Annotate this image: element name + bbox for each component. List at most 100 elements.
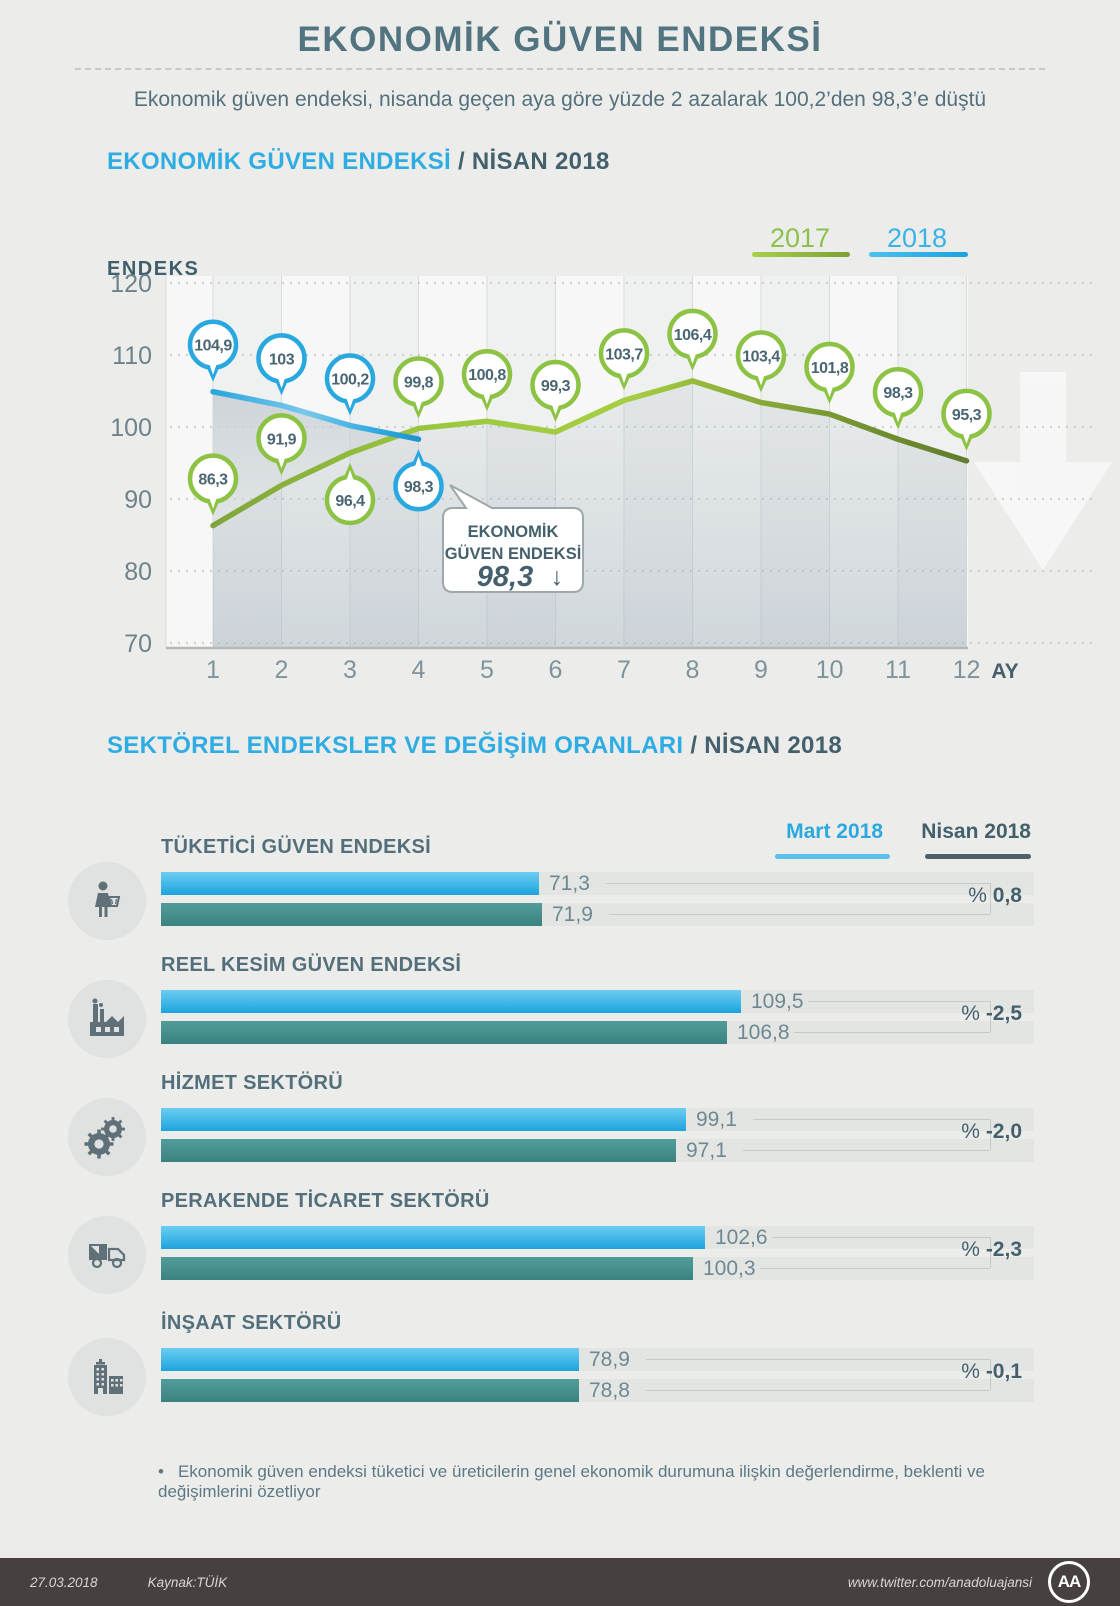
page-subtitle: Ekonomik güven endeksi, nisanda geçen ay… [133, 88, 987, 111]
x-tick-label: 11 [885, 656, 911, 684]
bar-mart [161, 1108, 686, 1131]
svg-text:98,3: 98,3 [404, 479, 434, 496]
data-bubble: 100,2 [324, 353, 376, 416]
bar-track-nisan: 106,8 [161, 1021, 1034, 1044]
data-bubble: 95,3 [941, 388, 992, 451]
data-bubble: 103,4 [735, 330, 787, 393]
bar-track-nisan: 78,8 [161, 1379, 1034, 1402]
bar-nisan [161, 1139, 676, 1162]
area-under-2017 [213, 380, 967, 648]
sector-section-title-highlight: SEKTÖREL ENDEKSLER VE DEĞİŞİM ORANLARI [107, 732, 684, 759]
down-arrow-watermark [974, 372, 1112, 570]
bar-mart [161, 1226, 705, 1249]
y-axis-title: ENDEKS [107, 258, 199, 280]
gears-icon [68, 1098, 146, 1176]
x-tick-label: 5 [480, 656, 494, 684]
bar-mart [161, 872, 539, 895]
x-tick-label: 6 [549, 656, 563, 684]
change-percent: % -2,0 [961, 1120, 1022, 1143]
factory-icon [68, 980, 146, 1058]
footer-bar: 27.03.2018 Kaynak:TÜİK www.twitter.com/a… [0, 1558, 1120, 1606]
sector-row: PERAKENDE TİCARET SEKTÖRÜ 102,6 100,3 % … [0, 1190, 1120, 1302]
sector-row: HİZMET SEKTÖRÜ 99,1 97,1 % -2,0 [0, 1072, 1120, 1184]
data-bubble: 106,4 [667, 308, 718, 371]
svg-text:103,4: 103,4 [742, 349, 780, 366]
sector-section-title: SEKTÖREL ENDEKSLER VE DEĞİŞİM ORANLARI /… [107, 732, 842, 760]
bar-nisan [161, 1021, 727, 1044]
sector-row: İNŞAAT SEKTÖRÜ 78,9 78,8 % -0,1 [0, 1312, 1120, 1424]
bar-track-nisan: 71,9 [161, 903, 1034, 926]
bar-track-nisan: 97,1 [161, 1139, 1034, 1162]
bar-value-mart: 71,3 [549, 872, 590, 895]
svg-text:103: 103 [269, 351, 295, 368]
x-tick-label: 4 [412, 656, 426, 684]
chart-section-title: EKONOMİK GÜVEN ENDEKSİ / NİSAN 2018 [107, 148, 610, 176]
buildings-icon [68, 1338, 146, 1416]
data-bubble: 99,8 [393, 356, 444, 419]
sector-label: TÜKETİCİ GÜVEN ENDEKSİ [161, 836, 431, 858]
svg-text:GÜVEN ENDEKSİ: GÜVEN ENDEKSİ [445, 544, 582, 563]
legend-nisan-2018: Nisan 2018 [921, 820, 1031, 843]
bar-mart [161, 1348, 579, 1371]
svg-text:EKONOMİK: EKONOMİK [468, 523, 559, 541]
change-percent: % -2,3 [961, 1238, 1022, 1261]
footnote: • Ekonomik güven endeksi tüketici ve üret… [158, 1462, 1058, 1502]
change-percent: % -2,5 [961, 1002, 1022, 1025]
data-bubble: 103,7 [598, 328, 650, 391]
svg-text:98,3: 98,3 [477, 561, 533, 593]
svg-text:2017: 2017 [770, 223, 830, 253]
change-percent: % -0,1 [961, 1360, 1022, 1383]
x-tick-label: 1 [206, 656, 220, 684]
x-tick-label: 7 [617, 656, 631, 684]
svg-text:100,8: 100,8 [468, 367, 506, 384]
data-bubble: 86,3 [187, 453, 239, 516]
bar-track-mart: 71,3 [161, 872, 1034, 895]
bar-value-mart: 99,1 [696, 1108, 737, 1131]
y-tick-label: 90 [124, 486, 152, 514]
series-2017-line [210, 378, 970, 529]
consumer-icon [68, 862, 146, 940]
sector-label: PERAKENDE TİCARET SEKTÖRÜ [161, 1190, 490, 1212]
sector-section-title-rest: / NİSAN 2018 [683, 732, 842, 759]
svg-text:2018: 2018 [887, 223, 947, 253]
data-bubble: 99,3 [530, 359, 581, 423]
truck-icon [68, 1216, 146, 1294]
data-bubble: 104,9 [187, 319, 239, 382]
line-chart: 86,3 91,9 96,4 99,8 100,8 99,3 103,7 106,4 103,4… [107, 223, 1112, 684]
svg-text:91,9: 91,9 [267, 431, 297, 448]
footer-twitter-url: www.twitter.com/anadoluajansi [847, 1574, 1032, 1590]
bar-value-mart: 78,9 [589, 1348, 630, 1371]
x-tick-label: 8 [686, 656, 700, 684]
svg-text:↓: ↓ [551, 563, 564, 591]
x-tick-label: 9 [754, 656, 768, 684]
svg-text:95,3: 95,3 [952, 407, 982, 424]
bar-mart [161, 990, 741, 1013]
x-tick-label: 10 [816, 656, 844, 684]
bar-nisan [161, 903, 542, 926]
svg-text:101,8: 101,8 [811, 360, 849, 377]
footer-date: 27.03.2018 [30, 1574, 98, 1590]
bar-value-mart: 109,5 [751, 990, 804, 1013]
bar-value-nisan: 71,9 [552, 903, 593, 926]
y-tick-label: 80 [124, 558, 152, 586]
anadolu-agency-logo: AA [1048, 1561, 1090, 1603]
sector-label: HİZMET SEKTÖRÜ [161, 1072, 343, 1094]
svg-text:103,7: 103,7 [605, 346, 643, 363]
data-bubble: 96,4 [324, 462, 376, 526]
data-bubble: 101,8 [804, 341, 855, 405]
bar-value-nisan: 100,3 [703, 1257, 756, 1280]
sector-label: REEL KESİM GÜVEN ENDEKSİ [161, 954, 462, 976]
y-tick-label: 100 [110, 414, 152, 442]
bar-track-mart: 78,9 [161, 1348, 1034, 1371]
legend-mart-underline [775, 854, 890, 859]
bar-track-nisan: 100,3 [161, 1257, 1034, 1280]
data-bubble: 98,3 [872, 366, 924, 430]
change-percent: % 0,8 [968, 884, 1022, 907]
data-bubble: 98,3 [393, 449, 444, 512]
chart-section-title-rest: / NİSAN 2018 [450, 148, 610, 175]
sector-row: TÜKETİCİ GÜVEN ENDEKSİ 71,3 71,9 % 0,8 [0, 836, 1120, 948]
svg-text:104,9: 104,9 [194, 338, 232, 355]
bar-nisan [161, 1257, 693, 1280]
y-tick-label: 70 [124, 630, 152, 658]
sector-row: REEL KESİM GÜVEN ENDEKSİ 109,5 106,8 % -… [0, 954, 1120, 1066]
